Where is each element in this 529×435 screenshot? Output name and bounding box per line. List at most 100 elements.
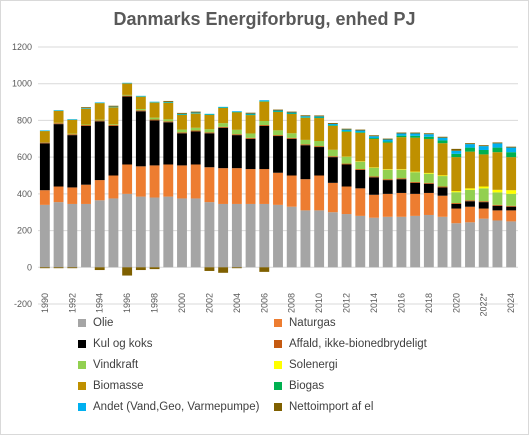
legend-item: Biogas [274, 379, 514, 393]
bar-segment-4-2002 [204, 129, 215, 133]
legend: Olie Naturgas Kul og koks Affald, ikke-bion… [78, 316, 518, 414]
bar-segment-8-1992 [67, 119, 78, 120]
bar-segment-6-2015 [382, 142, 393, 170]
bar-segment-4-1999 [163, 119, 174, 122]
bar-segment-9-2020 [451, 148, 462, 151]
bar-segment-9-2009 [300, 115, 311, 117]
bar-segment-0-1991 [53, 202, 64, 268]
bar-segment-4-2024 [506, 193, 517, 206]
bar-segment-4-1992 [67, 133, 78, 135]
bar-segment-6-1993 [81, 108, 91, 125]
x-tick-label: 2024 [506, 293, 516, 313]
bar-segment-6-2005 [245, 115, 256, 134]
bar-segment-3-1994 [94, 120, 105, 122]
bar-segment-9-2001 [190, 111, 201, 113]
bar-segment-1-1992 [67, 187, 78, 204]
bar-segment-0-1999 [163, 196, 174, 268]
bar-segment-6-2022 [478, 154, 489, 187]
x-tick-label: 2022* [479, 293, 489, 317]
x-tick-label: 2006 [259, 293, 269, 313]
legend-item: Andet (Vand,Geo, Varmepumpe) [78, 400, 274, 414]
bar-segment-6-2018 [423, 138, 434, 173]
bar-segment-1-2018 [423, 192, 434, 215]
bar-segment-5-2021 [465, 188, 475, 190]
bar-segment-3-2006 [259, 125, 270, 126]
legend-item: Olie [78, 316, 274, 330]
bar-segment-1-2004 [231, 168, 242, 204]
bar-segment-2-2007 [273, 136, 283, 173]
bar-segment-2-1990 [39, 143, 50, 191]
bar-segment-0-1992 [67, 203, 78, 268]
bar-segment-3-2024 [506, 205, 517, 207]
bar-segment-8-2004 [231, 111, 242, 112]
bar-segment-3-2014 [369, 176, 379, 178]
bar-segment-9-2010 [314, 115, 325, 117]
bar-segment-3-2011 [327, 156, 338, 158]
bar-segment-1-1995 [108, 175, 119, 199]
bar-segment-2-2017 [410, 182, 421, 194]
bar-segment-8-2011 [327, 123, 338, 126]
bar-segment-8-2020 [451, 150, 462, 154]
bar-segment-0-2003 [218, 203, 229, 268]
bar-segment-3-2002 [204, 132, 215, 134]
bar-segment-0-1995 [108, 198, 119, 268]
bar-segment-4-2020 [451, 192, 462, 204]
bar-segment-6-2010 [314, 118, 325, 141]
bar-segment-7-2010 [314, 117, 325, 119]
bar-segment-0-2012 [341, 214, 352, 268]
bar-segment-0-2014 [369, 217, 379, 268]
bar-segment-9-1994 [94, 267, 105, 271]
bar-segment-4-2018 [423, 173, 434, 183]
legend-item: Vindkraft [78, 358, 274, 372]
bar-segment-4-1994 [94, 119, 105, 121]
bar-segment-4-2015 [382, 169, 393, 180]
bar-segment-9-1999 [163, 100, 174, 102]
legend-label: Olie [93, 317, 114, 329]
bar-segment-9-2013 [355, 129, 366, 131]
bar-segment-1-2012 [341, 186, 352, 215]
bar-segment-1-2022 [478, 208, 489, 219]
bar-segment-2-2023 [492, 205, 503, 211]
bar-segment-0-1996 [122, 193, 133, 268]
bar-segment-0-2024 [506, 221, 517, 268]
bar-segment-5-2022 [478, 186, 489, 189]
bar-segment-1-2011 [327, 182, 338, 213]
bar-segment-1-2023 [492, 210, 503, 221]
bar-segment-1-1996 [122, 164, 133, 194]
bars [39, 82, 517, 276]
x-tick-label: 2014 [369, 293, 379, 313]
bar-segment-3-2000 [177, 132, 187, 134]
bar-segment-7-2013 [355, 132, 366, 133]
x-tick-label: 2012 [342, 293, 352, 313]
bar-segment-5-2023 [492, 189, 503, 193]
bar-segment-2-2019 [437, 187, 448, 196]
bar-segment-0-2011 [327, 212, 338, 268]
bar-segment-2-2002 [204, 133, 215, 168]
bar-segment-6-2001 [190, 113, 201, 128]
bar-segment-7-2019 [437, 140, 448, 144]
bar-segment-2-1995 [108, 125, 119, 176]
bar-segment-7-2020 [451, 153, 462, 158]
bar-segment-4-2019 [437, 176, 448, 187]
bar-segment-3-2017 [410, 181, 421, 183]
bar-segment-8-1993 [81, 108, 91, 109]
bar-segment-7-2008 [286, 113, 297, 115]
bar-segment-2-2024 [506, 206, 517, 211]
bar-segment-8-1999 [163, 101, 174, 103]
bar-segment-8-1998 [149, 101, 160, 103]
bar-segment-2-2020 [451, 203, 462, 209]
bar-segment-6-2011 [327, 125, 338, 150]
bar-segment-9-2003 [218, 267, 229, 273]
bar-segment-9-2018 [423, 133, 434, 135]
y-tick-label: 200 [17, 226, 32, 236]
bar-segment-4-1996 [122, 94, 133, 96]
bar-segment-1-2001 [190, 164, 201, 199]
bar-segment-8-2010 [314, 116, 325, 118]
bar-segment-4-2012 [341, 156, 352, 164]
legend-label: Naturgas [289, 317, 336, 329]
x-tick-label: 2018 [424, 293, 434, 313]
x-tick-label: 1994 [95, 293, 105, 313]
bar-segment-1-2015 [382, 193, 393, 217]
bar-segment-4-2006 [259, 120, 270, 126]
bar-segment-9-2015 [382, 138, 393, 140]
